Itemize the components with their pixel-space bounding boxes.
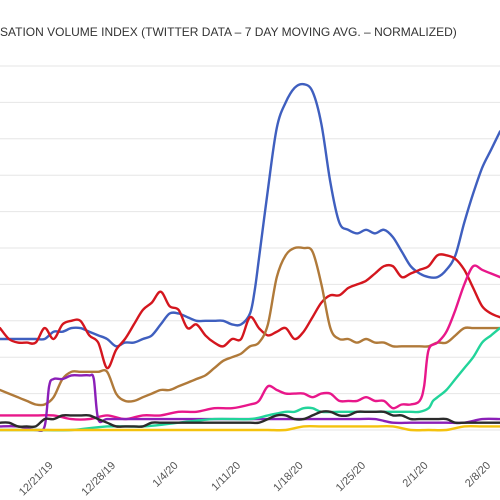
series-lines: [0, 82, 500, 433]
series-line-6: [0, 410, 500, 429]
x-tick-label-0: 12/21/19: [17, 460, 56, 499]
x-tick-label-5: 1/25/20: [334, 460, 368, 494]
series-line-2: [0, 246, 500, 407]
series-line-0: [0, 82, 500, 348]
gridlines: [0, 65, 500, 431]
x-tick-label-6: 2/1/20: [401, 460, 431, 490]
chart-title: SATION VOLUME INDEX (TWITTER DATA – 7 DA…: [0, 25, 457, 39]
series-line-3: [0, 264, 500, 421]
series-line-4: [0, 373, 500, 433]
x-tick-label-4: 1/18/20: [271, 460, 305, 494]
x-axis-tick-labels: 12/21/19 12/28/19 1/4/20 1/11/20 1/18/20 1/25…: [17, 460, 493, 499]
x-tick-label-2: 1/4/20: [151, 460, 181, 490]
x-tick-label-1: 12/28/19: [79, 460, 118, 499]
series-line-7: [0, 424, 500, 432]
x-tick-label-3: 1/11/20: [209, 460, 243, 494]
series-line-1: [0, 253, 500, 370]
x-tick-label-7: 2/8/20: [463, 460, 493, 490]
